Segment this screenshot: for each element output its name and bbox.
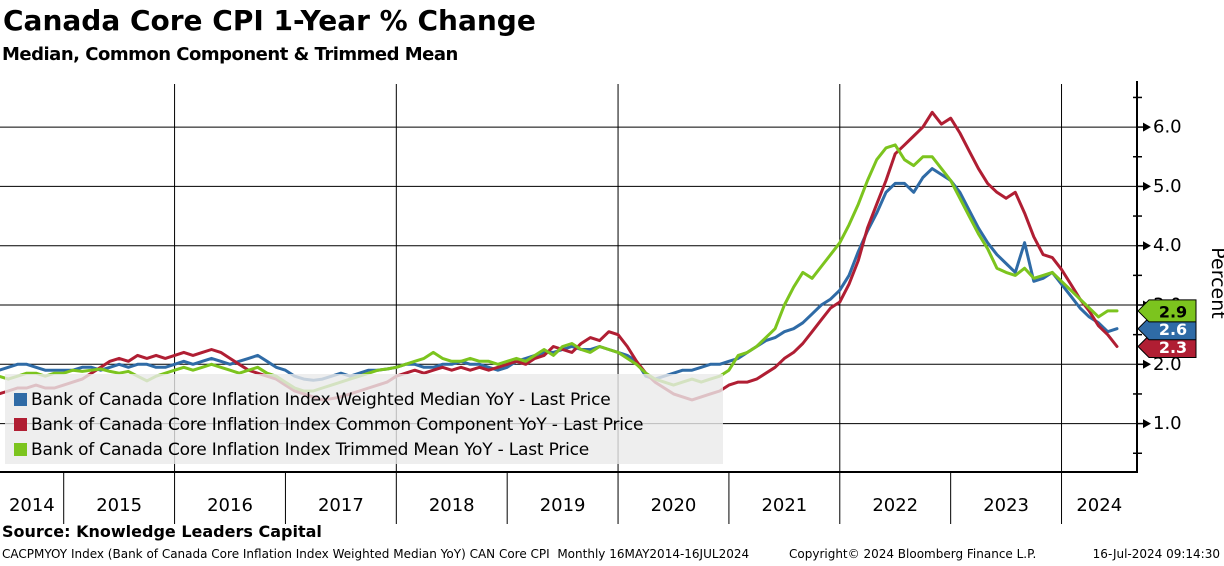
x-year-label: 2015 — [96, 495, 142, 516]
legend-item-weighted-median: Bank of Canada Core Inflation Index Weig… — [5, 387, 723, 412]
x-year-label: 2023 — [983, 495, 1029, 516]
footer: CACPMYOY Index (Bank of Canada Core Infl… — [0, 547, 1224, 565]
x-year-label: 2018 — [429, 495, 475, 516]
common-series-swatch-icon — [14, 418, 27, 431]
chart-subtitle: Median, Common Component & Trimmed Mean — [2, 44, 458, 65]
legend-item-common-component: Bank of Canada Core Inflation Index Comm… — [5, 412, 723, 437]
series-line-2 — [0, 143, 1119, 393]
legend-label: Bank of Canada Core Inflation Index Comm… — [31, 414, 644, 435]
x-year-label: 2017 — [318, 495, 364, 516]
x-year-label: 2022 — [872, 495, 918, 516]
y-tick-label: 1.0 — [1153, 413, 1182, 434]
footer-timestamp: 16-Jul-2024 09:14:30 — [1092, 547, 1220, 561]
y-tick-arrow-icon — [1143, 122, 1151, 132]
y-tick-arrow-icon — [1143, 359, 1151, 369]
x-year-label: 2014 — [9, 495, 55, 516]
last-price-tag-label: 2.3 — [1159, 338, 1187, 357]
legend-label: Bank of Canada Core Inflation Index Trim… — [31, 439, 590, 460]
x-year-label: 2020 — [651, 495, 697, 516]
series-line-0 — [0, 167, 1119, 382]
source-label: Source: Knowledge Leaders Capital — [2, 522, 322, 541]
legend-label: Bank of Canada Core Inflation Index Weig… — [31, 389, 611, 410]
footer-footnote: CACPMYOY Index (Bank of Canada Core Infl… — [2, 547, 750, 561]
last-price-tag — [1137, 299, 1197, 323]
last-price-tag-label: 2.6 — [1159, 320, 1187, 339]
y-axis-title: Percent — [1207, 247, 1224, 319]
median-series-swatch-icon — [14, 393, 27, 406]
y-tick-arrow-icon — [1143, 419, 1151, 429]
last-price-tag-label: 2.9 — [1159, 302, 1187, 321]
y-tick-label: 2.0 — [1153, 354, 1182, 375]
y-tick-label: 6.0 — [1153, 117, 1182, 138]
y-tick-arrow-icon — [1143, 181, 1151, 191]
footer-copyright: Copyright© 2024 Bloomberg Finance L.P. — [789, 547, 1037, 561]
y-tick-label: 4.0 — [1153, 235, 1182, 256]
series-line-1 — [0, 110, 1119, 402]
x-year-label: 2019 — [540, 495, 586, 516]
chart-title: Canada Core CPI 1-Year % Change — [3, 4, 536, 37]
y-tick-arrow-icon — [1143, 241, 1151, 251]
x-year-label: 2016 — [207, 495, 253, 516]
trimmed-series-swatch-icon — [14, 443, 27, 456]
x-year-label: 2021 — [761, 495, 807, 516]
y-tick-label: 5.0 — [1153, 176, 1182, 197]
legend-item-trimmed-mean: Bank of Canada Core Inflation Index Trim… — [5, 437, 723, 462]
x-year-label: 2024 — [1076, 495, 1122, 516]
legend: Bank of Canada Core Inflation Index Weig… — [5, 374, 723, 464]
